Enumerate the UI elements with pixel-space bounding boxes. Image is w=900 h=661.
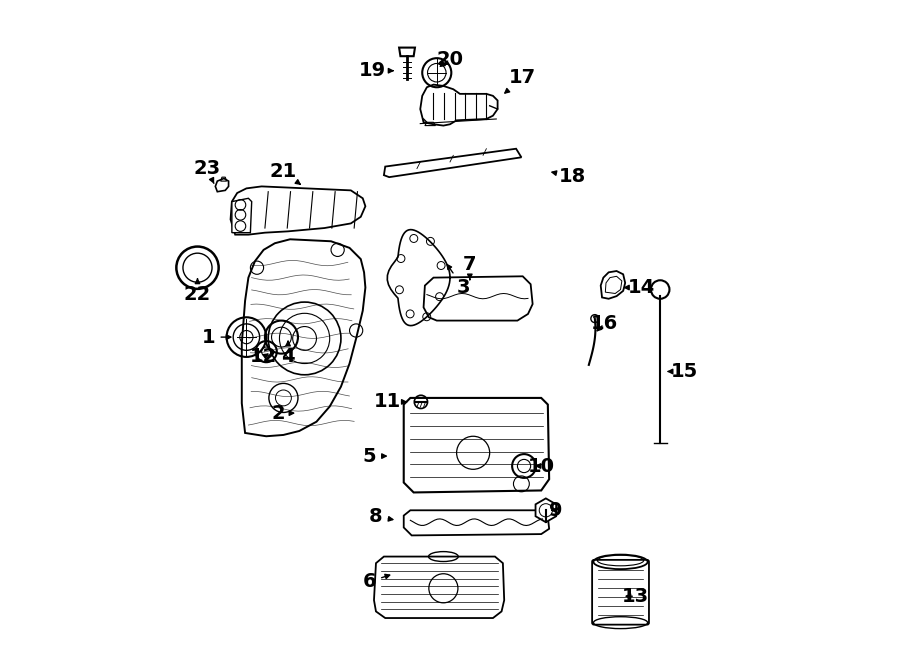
Text: 15: 15: [668, 362, 698, 381]
Polygon shape: [232, 198, 252, 233]
FancyBboxPatch shape: [592, 560, 649, 625]
Text: 21: 21: [270, 163, 301, 184]
Text: 6: 6: [363, 572, 390, 591]
Polygon shape: [404, 398, 549, 492]
Text: 2: 2: [271, 404, 293, 422]
Polygon shape: [384, 149, 521, 177]
Text: 1: 1: [202, 328, 230, 346]
Text: 20: 20: [436, 50, 464, 69]
Polygon shape: [215, 178, 229, 192]
Text: 14: 14: [625, 278, 655, 297]
Text: 4: 4: [281, 341, 295, 366]
Polygon shape: [600, 271, 626, 299]
Polygon shape: [374, 557, 504, 618]
Polygon shape: [536, 498, 556, 522]
Text: 5: 5: [363, 447, 386, 465]
Text: 11: 11: [374, 393, 407, 411]
Text: 9: 9: [549, 501, 562, 520]
Text: 19: 19: [359, 61, 392, 80]
Text: 22: 22: [184, 279, 212, 303]
Text: 13: 13: [622, 587, 649, 605]
Polygon shape: [424, 276, 533, 321]
Polygon shape: [420, 85, 498, 126]
Text: 16: 16: [590, 315, 617, 333]
Text: 17: 17: [505, 69, 536, 93]
Text: 10: 10: [527, 457, 554, 475]
Polygon shape: [242, 239, 365, 436]
Text: 8: 8: [369, 508, 392, 526]
Polygon shape: [230, 186, 365, 235]
Text: 23: 23: [194, 159, 220, 183]
Text: 7: 7: [464, 255, 477, 280]
Text: 18: 18: [552, 167, 586, 186]
Text: 12: 12: [250, 348, 277, 366]
Polygon shape: [404, 510, 549, 535]
Text: 3: 3: [447, 264, 470, 297]
